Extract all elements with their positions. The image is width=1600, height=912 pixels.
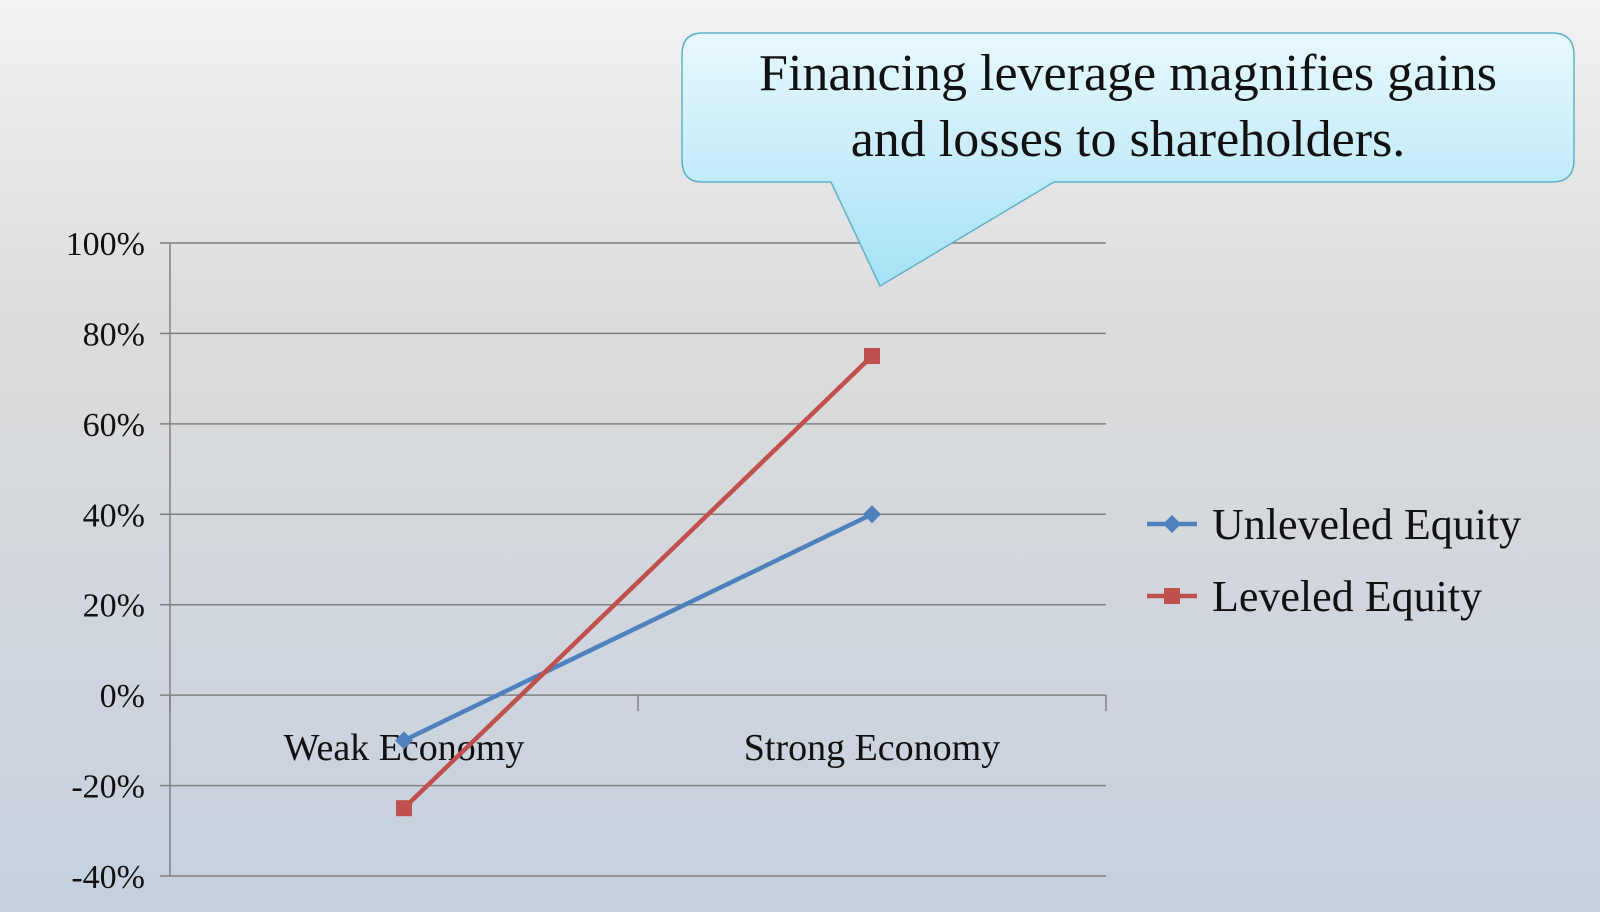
data-point-square [1164, 588, 1180, 604]
y-tick-label: 60% [83, 407, 145, 444]
y-tick-label: 100% [66, 226, 145, 263]
y-tick-label: 20% [83, 588, 145, 625]
y-tick-label: 0% [100, 678, 145, 715]
callout: Financing leverage magnifies gains and l… [681, 32, 1575, 288]
legend-label: Leveled Equity [1212, 572, 1482, 621]
callout-line-2: and losses to shareholders. [851, 111, 1406, 168]
data-point-diamond [863, 505, 881, 524]
data-point-diamond [1163, 515, 1181, 533]
y-tick-label: -20% [71, 769, 145, 806]
y-tick-label: -40% [71, 859, 145, 896]
series-line [403, 512, 873, 743]
callout-line-1: Financing leverage magnifies gains [759, 45, 1497, 102]
y-tick-label: 40% [83, 497, 145, 534]
series-lines [395, 348, 881, 817]
callout-bubble [681, 32, 1575, 288]
data-point-square [864, 348, 880, 365]
grid-lines [170, 242, 1106, 877]
data-point-square [396, 800, 412, 817]
y-tick-label: 80% [83, 316, 145, 353]
x-category-label: Strong Economy [744, 727, 1000, 769]
series-line [402, 354, 874, 810]
x-axis-category-labels: Weak Economy Strong Economy [284, 727, 1001, 769]
axes [160, 242, 1107, 877]
legend: Unleveled Equity Leveled Equity [1147, 500, 1521, 621]
y-axis-tick-labels: 100% 80% 60% 40% 20% 0% -20% -40% [66, 226, 145, 896]
data-point-diamond [395, 731, 413, 750]
legend-label: Unleveled Equity [1212, 500, 1521, 549]
